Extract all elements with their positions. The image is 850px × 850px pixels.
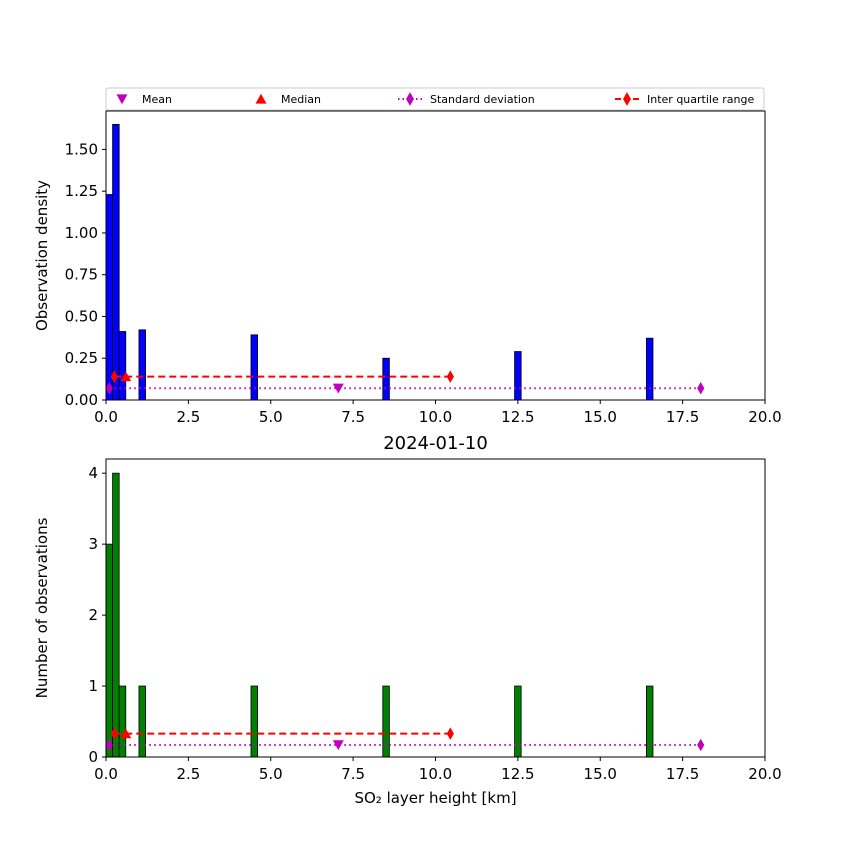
y-tick-label: 3 [88,535,98,553]
std-marker-right [697,382,705,395]
y-tick-label: 0.75 [65,266,98,284]
x-tick-label: 7.5 [341,765,365,783]
legend-entry-mean: Mean [116,93,172,106]
iqr-marker-right [446,370,454,383]
legend-label-median: Median [281,93,321,106]
std-marker-left [105,738,113,752]
x-tick-label: 20.0 [748,408,781,426]
mean-marker [332,383,344,394]
y-tick-label: 1.00 [65,224,98,242]
legend-marker-mean [116,94,128,105]
median-marker [120,371,132,382]
y-tick-label: 4 [88,464,98,482]
bar-1 [112,472,120,758]
bar-0 [105,543,113,758]
bar-0 [105,194,113,401]
legend-marker-std [406,92,414,106]
x-tick-label: 2.5 [176,408,200,426]
x-tick-label: 12.5 [501,408,534,426]
x-tick-label: 0.0 [94,765,118,783]
y-tick-label: 2 [88,606,98,624]
bar-6 [514,685,522,758]
x-tick-label: 2.5 [176,765,200,783]
x-tick-label: 5.0 [259,408,283,426]
legend-entry-median: Median [255,93,321,106]
bar-2 [118,331,127,401]
y-tick-label: 1.50 [65,140,98,158]
x-tick-label: 0.0 [94,408,118,426]
x-tick-label: 10.0 [419,765,452,783]
y-axis-label: Observation density [33,180,51,331]
x-axis-label: SO₂ layer height [km] [354,789,516,807]
legend-entry-iqr: Inter quartile range [615,92,754,106]
legend-label-std: Standard deviation [430,93,535,106]
x-tick-label: 20.0 [748,765,781,783]
mean-marker [332,740,344,751]
bar-7 [645,685,654,758]
axes-frame [105,110,766,401]
legend-frame [105,87,765,111]
iqr-marker-left [110,370,118,383]
bar-2 [118,685,127,758]
iqr-marker-left [110,727,118,740]
x-tick-label: 15.0 [584,765,617,783]
top-density-histogram: 0.0 2.5 5.0 7.5 10.0 12.5 15.0 17.5 20.0 0.00 0.25… [33,110,782,426]
bar-6 [514,351,522,401]
y-axis-label: Number of observations [33,517,51,698]
x-tick-label: 17.5 [666,765,699,783]
y-tick-label: 1.25 [65,182,98,200]
bar-5 [382,685,390,758]
bar-4 [250,334,258,401]
x-tick-label: 10.0 [419,408,452,426]
std-marker-right [697,738,705,752]
legend-marker-iqr [623,92,631,106]
std-marker-left [105,382,113,395]
y-tick-label: 0 [88,748,98,766]
x-tick-label: 5.0 [259,765,283,783]
legend-entry-std: Standard deviation [398,92,535,106]
bar-4 [250,685,258,758]
bottom-count-histogram: 0.0 2.5 5.0 7.5 10.0 12.5 15.0 17.5 20.0 0 1 2 3 4 Num… [33,433,782,807]
chart-title: 2024-01-10 [383,433,488,454]
x-tick-label: 15.0 [584,408,617,426]
legend-label-iqr: Inter quartile range [647,93,754,106]
bar-1 [112,123,120,401]
legend-label-mean: Mean [142,93,172,106]
median-marker [120,728,132,739]
bar-7 [645,337,654,401]
y-tick-label: 0.25 [65,349,98,367]
x-tick-label: 7.5 [341,408,365,426]
y-tick-label: 1 [88,677,98,695]
bar-5 [382,357,390,401]
x-tick-label: 12.5 [501,765,534,783]
legend: Mean Median Standard deviation Inter quarti… [105,87,765,111]
axes-frame [105,458,766,758]
legend-marker-median [255,93,267,104]
bar-3 [138,685,146,758]
bars [105,472,654,758]
bars [105,123,654,401]
bar-3 [138,329,146,401]
iqr-marker-right [446,727,454,740]
y-tick-label: 0.00 [65,391,98,409]
x-tick-label: 17.5 [666,408,699,426]
y-tick-label: 0.50 [65,307,98,325]
